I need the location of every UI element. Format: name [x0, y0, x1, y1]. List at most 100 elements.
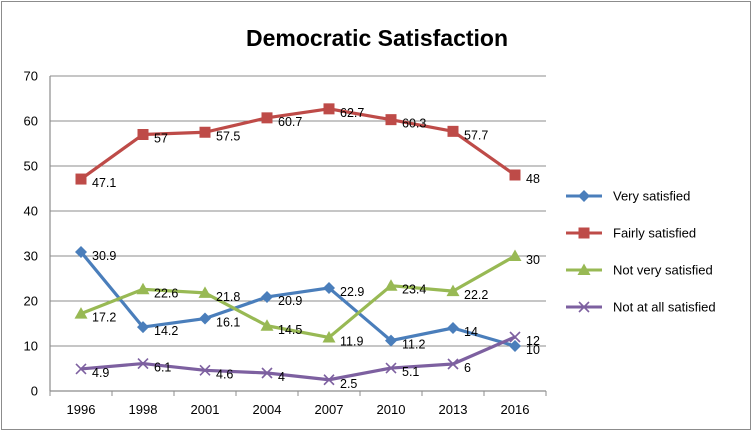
point-not-very-satisfied [136, 282, 150, 295]
legend-marker [578, 227, 590, 239]
data-label-not-at-all-satisfied: 4 [278, 370, 285, 384]
data-label-not-very-satisfied: 21.8 [216, 290, 240, 304]
legend-item-not-at-all-satisfied: Not at all satisfied [566, 300, 716, 315]
legend-label: Not very satisfied [613, 263, 713, 278]
point-not-very-satisfied [446, 284, 460, 297]
point-fairly-satisfied [385, 114, 397, 126]
x-tick-label: 2016 [501, 402, 530, 417]
data-label-very-satisfied: 14 [464, 325, 478, 339]
data-label-fairly-satisfied: 60.7 [278, 115, 302, 129]
x-tick-label: 2013 [439, 402, 468, 417]
point-very-satisfied [509, 340, 521, 352]
data-label-not-at-all-satisfied: 5.1 [402, 365, 419, 379]
data-label-fairly-satisfied: 57.5 [216, 129, 240, 143]
line-fairly-satisfied [80, 107, 516, 181]
data-label-fairly-satisfied: 48 [526, 172, 540, 186]
y-tick-label: 30 [24, 249, 38, 264]
data-label-very-satisfied: 10 [526, 343, 540, 357]
data-label-not-at-all-satisfied: 6.1 [154, 361, 171, 375]
data-label-not-very-satisfied: 17.2 [92, 311, 116, 325]
data-label-not-at-all-satisfied: 2.5 [340, 377, 357, 391]
x-tick-label: 1998 [129, 402, 158, 417]
data-label-very-satisfied: 11.2 [402, 338, 425, 352]
point-fairly-satisfied [75, 173, 87, 185]
y-tick-label: 50 [24, 159, 38, 174]
legend-item-not-very-satisfied: Not very satisfied [566, 263, 713, 278]
point-very-satisfied [447, 322, 459, 334]
data-label-fairly-satisfied: 60.3 [402, 117, 426, 131]
point-not-at-all-satisfied [447, 358, 459, 370]
data-label-fairly-satisfied: 47.1 [92, 176, 116, 190]
point-fairly-satisfied [137, 129, 149, 140]
series-group [74, 103, 522, 386]
legend: Very satisfied Fairly satisfied Not very s… [566, 189, 716, 315]
x-axis-ticks: 1996 1998 2001 2004 2007 2010 2013 2016 [49, 391, 547, 417]
series-not-at-all-satisfied [75, 331, 521, 386]
data-label-not-very-satisfied: 11.9 [340, 334, 363, 348]
point-very-satisfied [75, 245, 87, 258]
data-label-very-satisfied: 14.2 [154, 324, 178, 338]
data-label-fairly-satisfied: 62.7 [340, 106, 364, 120]
line-not-at-all-satisfied [80, 335, 516, 382]
x-tick-label: 2007 [315, 402, 344, 417]
data-label-not-at-all-satisfied: 4.6 [216, 367, 233, 381]
data-label-fairly-satisfied: 57.7 [464, 128, 488, 142]
gridlines [49, 75, 546, 392]
legend-item-fairly-satisfied: Fairly satisfied [566, 226, 696, 241]
series-fairly-satisfied [75, 103, 521, 185]
point-not-very-satisfied [260, 319, 274, 331]
data-label-very-satisfied: 20.9 [278, 294, 302, 308]
data-label-not-at-all-satisfied: 6 [464, 361, 471, 375]
point-not-at-all-satisfied [323, 374, 335, 386]
data-label-not-very-satisfied: 22.2 [464, 288, 488, 302]
y-axis-ticks: 0 10 20 30 40 50 60 70 [24, 69, 38, 399]
point-very-satisfied [137, 321, 149, 334]
data-label-very-satisfied: 16.1 [216, 316, 240, 330]
data-label-not-very-satisfied: 14.5 [278, 323, 302, 337]
legend-marker [578, 190, 590, 202]
data-label-not-very-satisfied: 30 [526, 253, 540, 267]
point-fairly-satisfied [509, 169, 521, 181]
x-tick-label: 2004 [253, 402, 282, 417]
data-label-not-at-all-satisfied: 4.9 [92, 366, 109, 380]
data-label-not-very-satisfied: 23.4 [402, 283, 426, 297]
series-very-satisfied [75, 245, 521, 352]
point-not-at-all-satisfied [261, 367, 273, 379]
legend-label: Very satisfied [613, 189, 690, 204]
data-label-not-at-all-satisfied: 12 [526, 334, 540, 348]
point-not-at-all-satisfied [75, 363, 87, 375]
point-fairly-satisfied [323, 103, 335, 115]
y-tick-label: 70 [24, 69, 38, 84]
point-not-very-satisfied [384, 279, 398, 291]
point-not-at-all-satisfied [199, 364, 211, 376]
point-not-very-satisfied [322, 330, 336, 343]
data-labels: 30.9 14.2 16.1 20.9 22.9 11.2 14 10 47.1 57 57.5 60… [92, 106, 540, 391]
y-tick-label: 40 [24, 204, 38, 219]
data-label-very-satisfied: 22.9 [340, 285, 364, 299]
point-not-at-all-satisfied [385, 362, 397, 374]
point-very-satisfied [323, 281, 335, 294]
x-tick-label: 2010 [377, 402, 406, 417]
legend-label: Fairly satisfied [613, 226, 696, 241]
chart-title: Democratic Satisfaction [246, 25, 508, 51]
x-tick-label: 1996 [67, 402, 96, 417]
series-not-very-satisfied [74, 249, 522, 343]
legend-marker [577, 263, 591, 275]
legend-item-very-satisfied: Very satisfied [566, 189, 690, 204]
legend-label: Not at all satisfied [613, 300, 716, 315]
data-label-fairly-satisfied: 57 [154, 132, 168, 146]
point-very-satisfied [199, 312, 211, 325]
line-very-satisfied [79, 250, 516, 348]
point-fairly-satisfied [447, 125, 459, 137]
x-tick-label: 2001 [191, 402, 220, 417]
y-tick-label: 0 [31, 384, 38, 399]
point-fairly-satisfied [199, 126, 211, 138]
point-fairly-satisfied [261, 112, 273, 124]
point-very-satisfied [261, 290, 273, 303]
point-not-at-all-satisfied [137, 357, 149, 370]
point-not-very-satisfied [74, 307, 88, 319]
y-tick-label: 10 [24, 339, 38, 354]
y-tick-label: 60 [24, 114, 38, 129]
